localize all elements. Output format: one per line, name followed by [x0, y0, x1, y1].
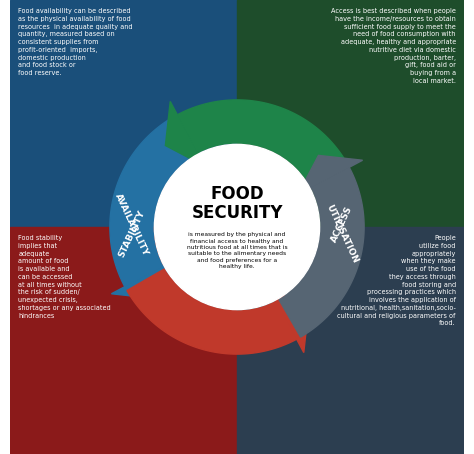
Bar	[10, 227, 237, 454]
Polygon shape	[298, 155, 363, 195]
Text: FOOD
SECURITY: FOOD SECURITY	[191, 185, 283, 222]
Polygon shape	[269, 288, 309, 353]
Text: Food stability
implies that
adequate
amount of food
is available and
can be acce: Food stability implies that adequate amo…	[18, 235, 111, 319]
Polygon shape	[279, 168, 364, 337]
Polygon shape	[127, 269, 297, 354]
Bar	[237, 0, 464, 227]
Polygon shape	[177, 100, 347, 185]
Text: AVAILABILITY: AVAILABILITY	[113, 192, 150, 257]
Bar	[10, 0, 237, 227]
Bar	[237, 227, 464, 454]
Text: People
utilize food
appropriately
when they make
use of the food
they access thr: People utilize food appropriately when t…	[337, 235, 456, 326]
Polygon shape	[165, 101, 205, 166]
Circle shape	[155, 144, 319, 310]
Text: ACCESS: ACCESS	[330, 205, 355, 244]
Text: Food availability can be described
as the physical availability of food
resource: Food availability can be described as th…	[18, 8, 133, 76]
Polygon shape	[110, 117, 195, 286]
Polygon shape	[111, 259, 176, 299]
Text: Access is best described when people
have the income/resources to obtain
suffici: Access is best described when people hav…	[331, 8, 456, 84]
Text: is measured by the physical and
financial access to healthy and
nutritious food : is measured by the physical and financia…	[187, 232, 287, 269]
Text: STABILITY: STABILITY	[117, 209, 146, 259]
Text: UTILISATION: UTILISATION	[325, 203, 360, 265]
